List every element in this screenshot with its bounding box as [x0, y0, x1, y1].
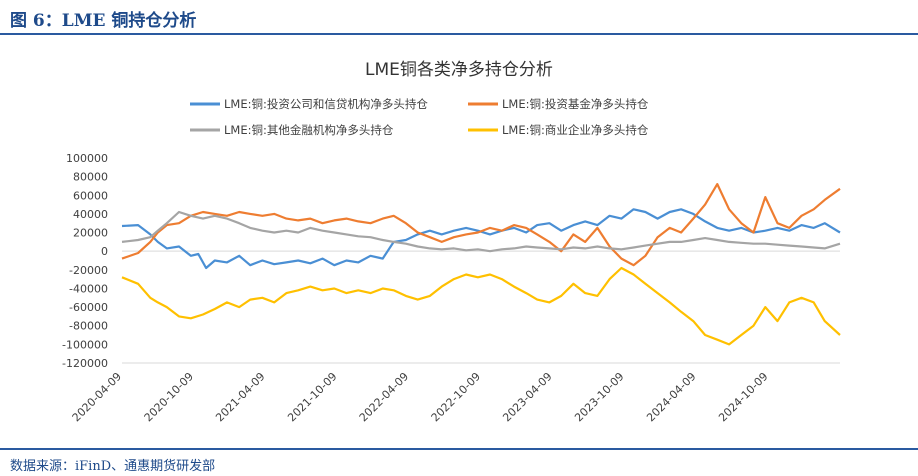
- y-tick-label: -80000: [69, 320, 108, 333]
- series-line-3: [121, 210, 841, 253]
- x-tick-label: 2023-04-09: [500, 370, 554, 424]
- x-tick-label: 2021-04-09: [213, 370, 267, 424]
- y-tick-label: -60000: [69, 301, 108, 314]
- legend-label: LME:铜:投资基金净多头持仓: [502, 97, 649, 111]
- figure-header: 图 6：LME 铜持仓分析: [0, 0, 918, 36]
- y-tick-label: 40000: [73, 208, 108, 221]
- x-tick-label: 2020-04-09: [70, 370, 124, 424]
- figure-footer: 数据来源：iFinD、通惠期货研发部: [0, 448, 918, 476]
- footer-divider: [0, 448, 918, 450]
- y-axis: -120000 -100000 -80000 -60000 -40000 -20000 0 2…: [62, 152, 108, 370]
- x-tick-label: 2024-04-09: [644, 370, 698, 424]
- x-tick-label: 2021-10-09: [285, 370, 339, 424]
- y-tick-label: -40000: [69, 282, 108, 295]
- y-tick-label: -20000: [69, 264, 108, 277]
- data-source-note: 数据来源：iFinD、通惠期货研发部: [10, 459, 216, 474]
- figure-caption: 图 6：LME 铜持仓分析: [10, 11, 197, 31]
- chart-legend: LME:铜:投资公司和信贷机构净多头持仓 LME:铜:投资基金净多头持仓 LME:铜…: [190, 97, 649, 137]
- plot-area: [121, 183, 841, 346]
- y-tick-label: 60000: [73, 189, 108, 202]
- chart-canvas: LME铜各类净多持仓分析 LME:铜:投资公司和信贷机构净多头持仓 LME:铜:投…: [62, 60, 841, 424]
- y-tick-label: -100000: [62, 338, 108, 351]
- x-tick-label: 2023-10-09: [572, 370, 626, 424]
- x-tick-label: 2022-04-09: [357, 370, 411, 424]
- series-line-1: [121, 208, 841, 270]
- legend-label: LME:铜:投资公司和信贷机构净多头持仓: [224, 97, 428, 111]
- legend-label: LME:铜:商业企业净多头持仓: [502, 123, 649, 137]
- header-divider: [0, 33, 918, 35]
- x-tick-label: 2020-10-09: [142, 370, 196, 424]
- x-tick-label: 2022-10-09: [429, 370, 483, 424]
- y-tick-label: 0: [101, 245, 108, 258]
- legend-label: LME:铜:其他金融机构净多头持仓: [224, 123, 394, 137]
- x-axis: 2020-04-09 2020-10-09 2021-04-09 2021-10-09…: [70, 250, 840, 424]
- y-tick-label: 100000: [66, 152, 108, 165]
- chart-title: LME铜各类净多持仓分析: [365, 60, 553, 80]
- series-line-4: [121, 266, 841, 346]
- x-tick-label: 2024-10-09: [716, 370, 770, 424]
- y-tick-label: -120000: [62, 357, 108, 370]
- y-tick-label: 20000: [73, 227, 108, 240]
- y-tick-label: 80000: [73, 171, 108, 184]
- series-line-2: [121, 183, 841, 267]
